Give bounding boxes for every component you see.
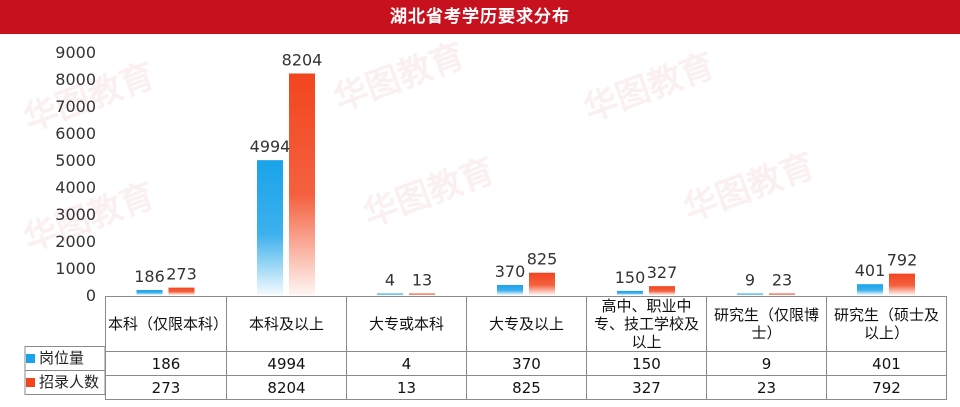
y-tick-label: 0 (86, 286, 96, 305)
table-cell: 4994 (226, 351, 347, 376)
legend-label: 岗位量 (39, 349, 85, 367)
data-label: 186 (134, 267, 165, 286)
legend-swatch (26, 378, 35, 387)
data-label: 792 (887, 251, 918, 270)
table-cell: 13 (346, 375, 467, 400)
data-label: 273 (166, 265, 197, 284)
table-cell: 401 (826, 351, 947, 376)
y-tick-label: 2000 (55, 232, 96, 251)
y-tick-label: 7000 (55, 97, 96, 116)
bar-series1 (737, 293, 763, 295)
table-cell: 825 (466, 375, 587, 400)
table-cell: 327 (586, 375, 707, 400)
category-label: 大专或本科 (346, 296, 467, 352)
category-label: 研究生（仅限博士） (706, 296, 827, 352)
table-cell: 186 (105, 351, 227, 376)
data-label: 4 (385, 271, 395, 290)
bar-series2 (889, 273, 915, 295)
data-label: 9 (745, 271, 755, 290)
bar-series2 (409, 293, 435, 295)
data-label: 370 (495, 262, 526, 281)
bar-series2 (168, 287, 195, 295)
category-row: 本科（仅限本科） 本科及以上 大专或本科 大专及以上 高中、职业中专、技工学校及以上 研究… (105, 296, 947, 352)
data-label: 825 (527, 250, 558, 269)
category-label: 大专及以上 (466, 296, 587, 352)
category-label: 本科及以上 (226, 296, 347, 352)
data-label: 8204 (282, 50, 323, 69)
category-label: 本科（仅限本科） (105, 296, 228, 352)
y-tick-label: 1000 (55, 259, 96, 278)
data-label: 150 (615, 268, 646, 287)
data-label: 23 (772, 271, 792, 290)
table-cell: 23 (706, 375, 827, 400)
y-tick-label: 6000 (55, 124, 96, 143)
table-row: 186 4994 4 370 150 9 401 (105, 351, 947, 376)
table-cell: 8204 (226, 375, 347, 400)
legend-row-label: 招录人数 (26, 371, 99, 393)
table-cell: 792 (826, 375, 947, 400)
table-row: 273 8204 13 825 327 23 792 (105, 375, 947, 400)
chart-title: 湖北省考学历要求分布 (0, 0, 960, 34)
legend-row-label: 岗位量 (26, 347, 84, 369)
bar-series2 (289, 73, 315, 295)
legend-label: 招录人数 (39, 373, 100, 391)
y-tick-label: 3000 (55, 205, 96, 224)
bar-series2 (529, 272, 555, 295)
bar-series1 (257, 160, 283, 295)
bar-series2 (649, 286, 675, 295)
bar-series1 (857, 284, 883, 295)
category-label: 研究生（硕士及以上） (826, 296, 947, 352)
data-table: 本科（仅限本科） 本科及以上 大专或本科 大专及以上 高中、职业中专、技工学校及以上 研究… (105, 296, 947, 400)
table-cell: 273 (105, 375, 227, 400)
y-tick-label: 8000 (55, 70, 96, 89)
bar-series1 (497, 285, 523, 295)
y-tick-label: 4000 (55, 178, 96, 197)
y-tick-label: 9000 (55, 43, 96, 62)
data-label: 401 (855, 261, 886, 280)
category-label: 高中、职业中专、技工学校及以上 (586, 296, 707, 352)
table-cell: 4 (346, 351, 467, 376)
table-cell: 9 (706, 351, 827, 376)
bar-series2 (769, 293, 795, 295)
table-cell: 370 (466, 351, 587, 376)
bar-series1 (136, 289, 163, 295)
data-label: 4994 (250, 137, 291, 156)
table-cell: 150 (586, 351, 707, 376)
data-label: 327 (647, 263, 678, 282)
bar-series1 (617, 290, 643, 295)
y-tick-label: 5000 (55, 151, 96, 170)
legend-swatch (26, 354, 35, 363)
data-label: 13 (412, 271, 432, 290)
bar-series1 (377, 293, 403, 295)
